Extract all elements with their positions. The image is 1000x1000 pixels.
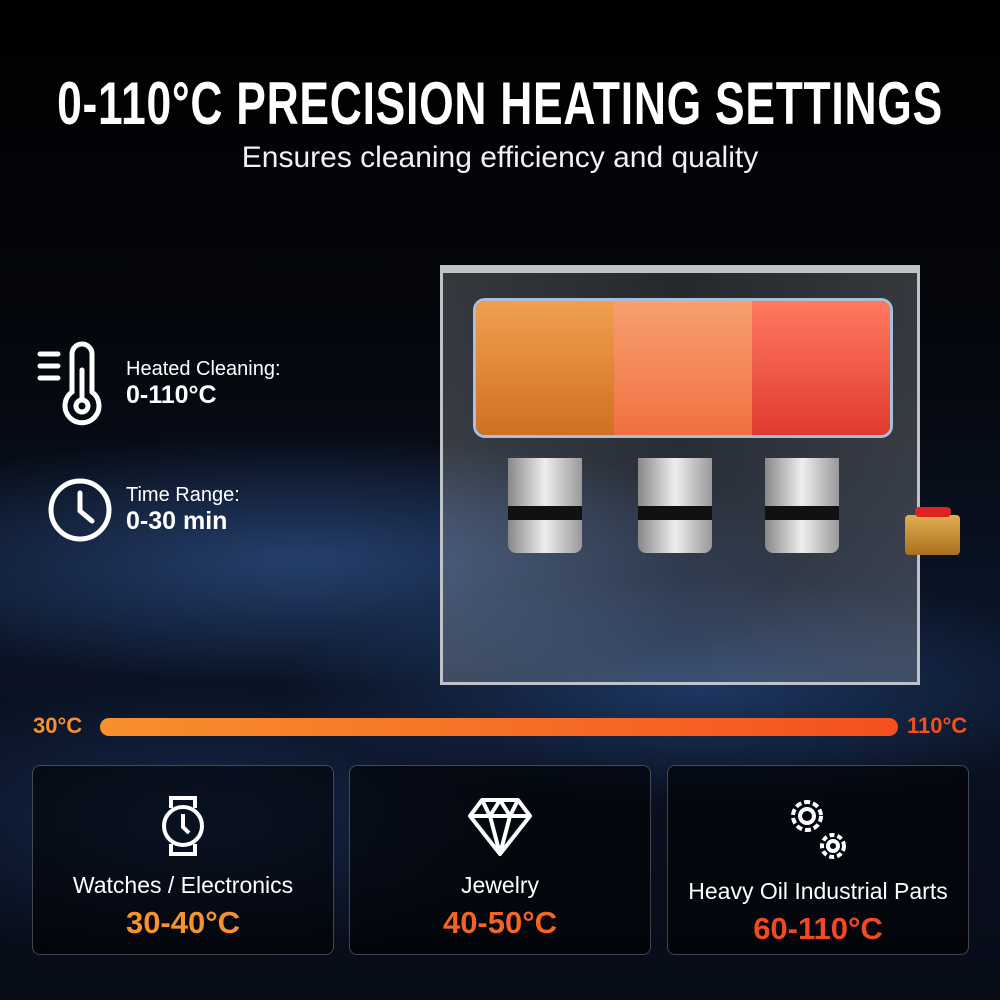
scale-max-label: 110°C	[907, 713, 968, 738]
clock-icon	[48, 478, 112, 542]
card-range: 60-110°C	[753, 911, 883, 946]
scale-min-label: 30°C	[33, 713, 83, 738]
transducer	[638, 458, 712, 553]
watch-icon	[162, 796, 204, 856]
transducer	[508, 458, 582, 553]
card-name: Heavy Oil Industrial Parts	[688, 878, 948, 904]
card-range: 40-50°C	[442, 905, 558, 940]
page-title: 0-110°C PRECISION HEATING SETTINGS	[57, 70, 943, 137]
diamond-icon	[468, 798, 532, 856]
transducer	[765, 458, 839, 553]
feature-value: 0-110°C	[126, 381, 217, 409]
tank-water	[473, 298, 893, 438]
thermometer-icon	[37, 341, 102, 426]
ultrasonic-tank-image	[440, 265, 920, 685]
feature-label: Time Range:	[126, 484, 240, 506]
gears-icon	[791, 800, 846, 859]
feature-label: Heated Cleaning:	[126, 358, 281, 380]
page-subtitle: Ensures cleaning efficiency and quality	[241, 141, 759, 174]
card-range: 30-40°C	[125, 905, 241, 940]
temperature-scale-bar	[100, 718, 898, 736]
feature-heating: Heated Cleaning: 0-110°C	[36, 340, 281, 428]
card-jewelry: Jewelry 40-50°C	[349, 765, 651, 955]
drain-valve	[905, 507, 960, 555]
card-name: Jewelry	[461, 872, 539, 898]
card-name: Watches / Electronics	[72, 872, 294, 898]
feature-value: 0-30 min	[126, 507, 228, 535]
card-watches: Watches / Electronics 30-40°C	[32, 765, 334, 955]
card-industrial: Heavy Oil Industrial Parts 60-110°C	[667, 765, 969, 955]
feature-time: Time Range: 0-30 min	[36, 475, 240, 545]
